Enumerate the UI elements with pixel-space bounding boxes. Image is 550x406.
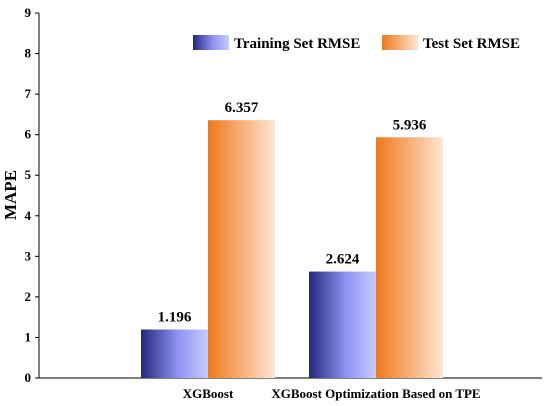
y-tick-label: 0 <box>25 370 32 385</box>
y-tick-label: 2 <box>25 289 32 304</box>
bar-test-1 <box>208 120 275 379</box>
data-label: 1.196 <box>158 309 192 325</box>
data-label: 6.357 <box>225 100 259 116</box>
y-tick-label: 4 <box>25 208 32 223</box>
y-tick-label: 5 <box>25 167 32 182</box>
data-labels: 1.196 6.357 2.624 5.936 <box>158 100 427 325</box>
data-label: 2.624 <box>326 252 360 268</box>
y-tick-label: 1 <box>25 329 32 344</box>
legend-swatch-test <box>382 35 418 50</box>
x-axis-tick-labels: XGBoost XGBoost Optimization Based on TPE <box>183 386 481 401</box>
y-tick-label: 6 <box>25 127 32 142</box>
bar-training-2 <box>309 271 376 378</box>
x-tick-label: XGBoost Optimization Based on TPE <box>271 386 480 401</box>
bar-test-2 <box>376 137 443 378</box>
x-tick-label: XGBoost <box>183 386 234 401</box>
y-tick-label: 7 <box>25 86 32 101</box>
y-tick-label: 3 <box>25 248 32 263</box>
data-label: 5.936 <box>393 117 427 133</box>
bar-training-1 <box>141 329 208 378</box>
legend: Training Set RMSE Test Set RMSE <box>193 35 520 52</box>
legend-swatch-training <box>193 35 229 50</box>
y-tick-label: 8 <box>25 46 32 61</box>
bar-marks <box>141 120 443 379</box>
legend-label-test: Test Set RMSE <box>423 36 520 52</box>
y-tick-label: 9 <box>25 5 32 20</box>
y-axis-ticks: 0 1 2 3 4 5 6 7 8 9 <box>25 5 39 385</box>
y-axis-title: MAPE <box>1 170 20 220</box>
legend-label-training: Training Set RMSE <box>234 36 360 52</box>
